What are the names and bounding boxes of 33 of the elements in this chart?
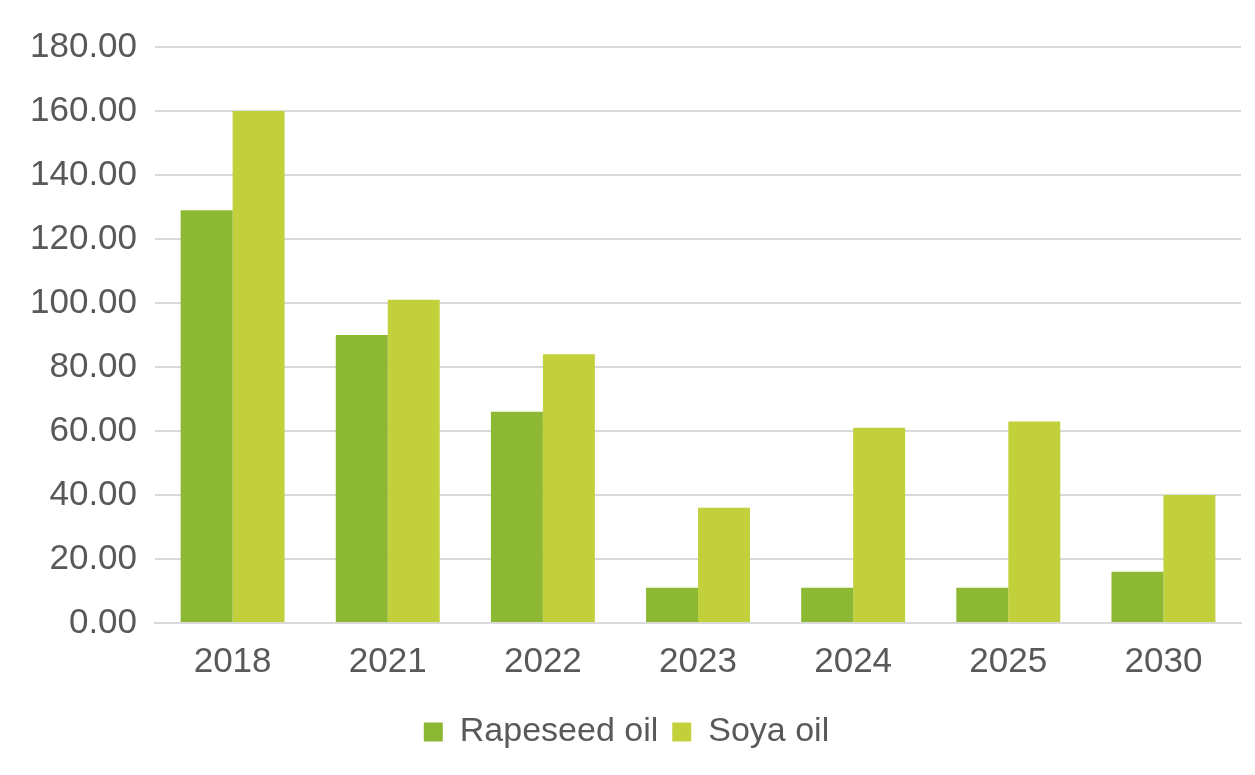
- x-tick-label: 2030: [1124, 639, 1203, 679]
- x-tick-label: 2022: [503, 639, 582, 679]
- x-tick-label: 2023: [659, 639, 737, 679]
- bar: [801, 587, 854, 622]
- legend-label: Soya oil: [708, 710, 830, 749]
- legend-label: Rapeseed oil: [459, 710, 659, 749]
- y-tick-label: 100.00: [29, 280, 138, 320]
- y-tick-label: 20.00: [49, 536, 138, 576]
- x-tick-label: 2018: [193, 639, 272, 679]
- y-tick-label: 40.00: [49, 472, 138, 512]
- y-tick-label: 80.00: [49, 344, 138, 384]
- y-tick-label: 0.00: [68, 600, 138, 640]
- bar: [1163, 495, 1216, 622]
- bar: [490, 411, 543, 622]
- x-tick-label: 2025: [969, 639, 1048, 679]
- bar: [542, 354, 595, 622]
- bar: [698, 507, 750, 622]
- y-tick-label: 120.00: [29, 216, 138, 256]
- y-tick-label: 140.00: [29, 152, 138, 192]
- y-tick-label: 180.00: [29, 24, 138, 64]
- y-tick-label: 60.00: [49, 408, 138, 448]
- bar: [335, 335, 388, 622]
- bar: [646, 587, 699, 622]
- bar: [956, 587, 1009, 622]
- bar: [387, 299, 440, 622]
- x-tick-label: 2024: [814, 639, 893, 679]
- bar: [180, 210, 233, 622]
- y-tick-label: 160.00: [29, 88, 138, 128]
- bar: [853, 427, 906, 622]
- bar: [1111, 571, 1164, 622]
- x-tick-label: 2021: [348, 639, 427, 679]
- bar: [1008, 421, 1061, 622]
- bar: [232, 111, 285, 622]
